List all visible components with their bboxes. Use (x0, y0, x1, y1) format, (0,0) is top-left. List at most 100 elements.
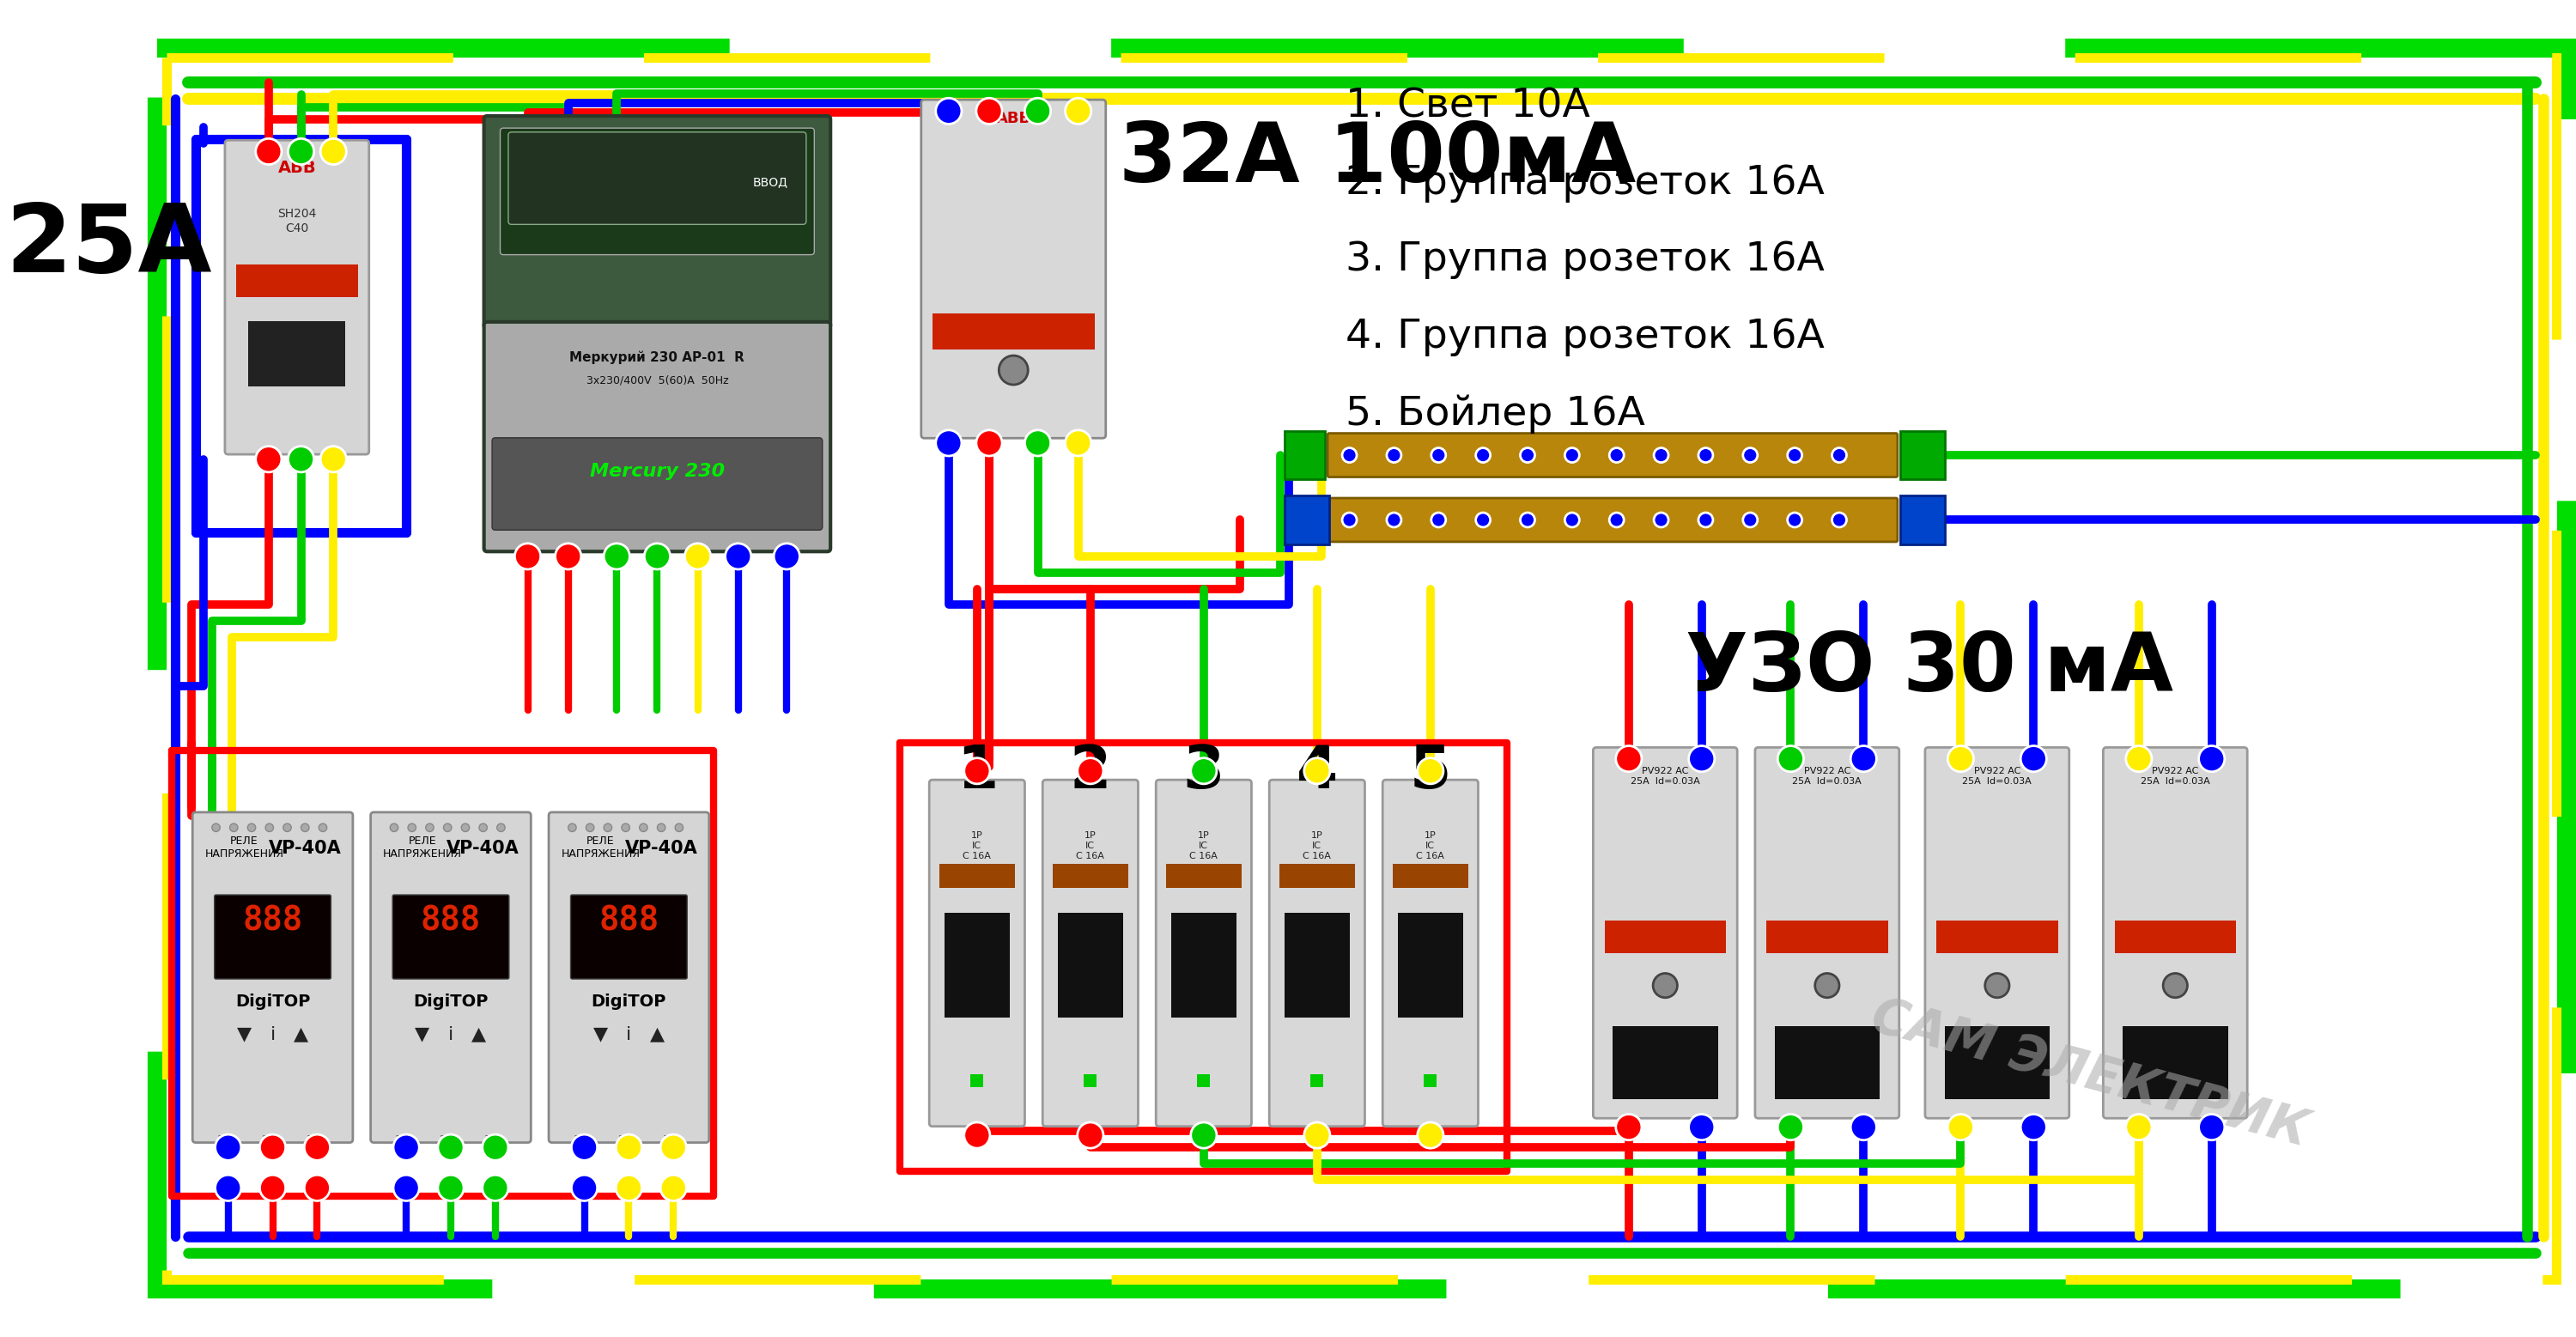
Circle shape (1654, 512, 1669, 527)
Bar (247, 322, 345, 386)
Text: VP-40A: VP-40A (446, 840, 520, 857)
Circle shape (1520, 512, 1535, 527)
Text: 3: 3 (662, 1135, 670, 1146)
Circle shape (1417, 758, 1443, 783)
Text: 3: 3 (307, 1135, 312, 1146)
Circle shape (603, 543, 629, 570)
Circle shape (2164, 973, 2187, 997)
Bar (1605, 921, 1726, 953)
Circle shape (572, 1135, 598, 1161)
Text: 1: 1 (394, 1135, 402, 1146)
Circle shape (572, 1175, 598, 1201)
Text: ABB: ABB (997, 111, 1030, 127)
Circle shape (1342, 448, 1358, 463)
Circle shape (644, 543, 670, 570)
Circle shape (659, 1175, 685, 1201)
Circle shape (1520, 448, 1535, 463)
Text: PV922 AC
25A  Id=0.03A: PV922 AC 25A Id=0.03A (1963, 767, 2032, 785)
Bar (1775, 1025, 1880, 1099)
Bar (1280, 864, 1355, 888)
Circle shape (1610, 512, 1623, 527)
Circle shape (2020, 1114, 2045, 1140)
FancyBboxPatch shape (2102, 747, 2246, 1118)
Text: 2: 2 (440, 1135, 446, 1146)
Text: 888: 888 (242, 905, 304, 937)
Bar (1172, 913, 1236, 1017)
Circle shape (407, 824, 415, 832)
Circle shape (2200, 746, 2226, 771)
Bar (2115, 921, 2236, 953)
Circle shape (1788, 448, 1803, 463)
Circle shape (1947, 1114, 1973, 1140)
Circle shape (1190, 1122, 1216, 1148)
Circle shape (1077, 758, 1103, 783)
Circle shape (1025, 431, 1051, 456)
Circle shape (685, 543, 711, 570)
Text: 3х230/400V  5(60)A  50Hz: 3х230/400V 5(60)A 50Hz (587, 374, 729, 386)
Circle shape (1303, 758, 1329, 783)
Circle shape (1432, 512, 1445, 527)
Circle shape (260, 1175, 286, 1201)
Text: 32А 100мА: 32А 100мА (1118, 119, 1636, 199)
Circle shape (515, 543, 541, 570)
Circle shape (1386, 512, 1401, 527)
Text: ВВОД: ВВОД (752, 176, 788, 189)
FancyBboxPatch shape (392, 894, 510, 979)
Bar (1399, 913, 1463, 1017)
Circle shape (461, 824, 469, 832)
Circle shape (585, 824, 595, 832)
FancyBboxPatch shape (1754, 747, 1899, 1118)
Text: DigiTOP: DigiTOP (592, 993, 667, 1009)
Text: ABB: ABB (278, 159, 317, 176)
Circle shape (289, 139, 314, 164)
FancyBboxPatch shape (1157, 779, 1252, 1126)
Circle shape (304, 1175, 330, 1201)
Circle shape (289, 447, 314, 472)
Text: 888: 888 (420, 905, 482, 937)
Bar (1059, 913, 1123, 1017)
FancyBboxPatch shape (572, 894, 688, 979)
Circle shape (935, 431, 961, 456)
Text: 25А: 25А (5, 201, 211, 291)
Text: i: i (626, 1025, 631, 1043)
Text: ▼: ▼ (237, 1025, 252, 1043)
Circle shape (2200, 1114, 2226, 1140)
Text: 1P
IC
C 16A: 1P IC C 16A (963, 832, 992, 860)
Circle shape (1654, 448, 1669, 463)
Text: 888: 888 (598, 905, 659, 937)
Circle shape (999, 356, 1028, 385)
Circle shape (621, 824, 629, 832)
Circle shape (2125, 746, 2151, 771)
Circle shape (1850, 746, 1875, 771)
Circle shape (1342, 512, 1358, 527)
Text: 2: 2 (618, 1135, 623, 1146)
Text: 1: 1 (572, 1135, 580, 1146)
Circle shape (2020, 746, 2045, 771)
FancyBboxPatch shape (224, 140, 368, 455)
Bar (1285, 431, 1324, 480)
Circle shape (1432, 448, 1445, 463)
Circle shape (963, 1122, 989, 1148)
Circle shape (2125, 1114, 2151, 1140)
FancyBboxPatch shape (371, 812, 531, 1143)
FancyBboxPatch shape (492, 437, 822, 529)
FancyBboxPatch shape (1924, 747, 2069, 1118)
Circle shape (229, 824, 237, 832)
FancyBboxPatch shape (193, 812, 353, 1143)
Circle shape (1610, 448, 1623, 463)
Bar (1901, 496, 1945, 544)
Circle shape (1564, 512, 1579, 527)
Circle shape (616, 1175, 641, 1201)
Circle shape (1816, 973, 1839, 997)
Text: 5: 5 (1409, 742, 1450, 800)
Circle shape (438, 1135, 464, 1161)
Circle shape (255, 447, 281, 472)
FancyBboxPatch shape (484, 322, 829, 551)
Text: DigiTOP: DigiTOP (412, 993, 489, 1009)
Bar (1937, 921, 2058, 953)
Text: ▲: ▲ (294, 1025, 309, 1043)
Bar (1285, 496, 1329, 544)
FancyBboxPatch shape (1327, 499, 1899, 541)
Circle shape (1947, 746, 1973, 771)
Text: 1: 1 (216, 1135, 224, 1146)
